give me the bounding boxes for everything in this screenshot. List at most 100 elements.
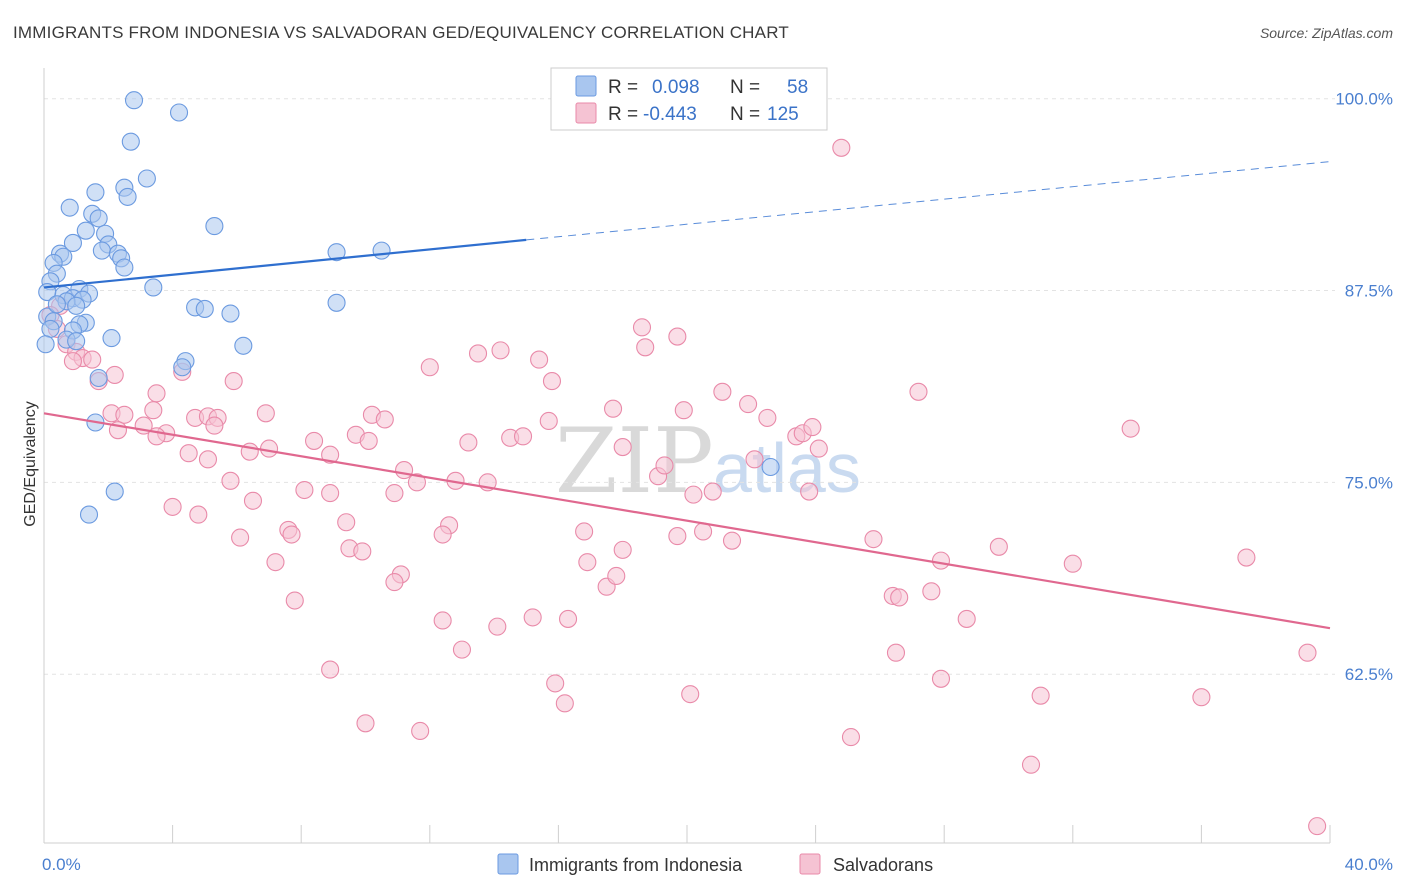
- point-s1-12: [224, 372, 243, 391]
- point-s1-95: [1063, 554, 1082, 573]
- point-s1-122: [841, 728, 861, 747]
- point-s1-69: [321, 484, 340, 503]
- x-tick-labels: 0.0% 40.0%: [42, 855, 1393, 874]
- point-s1-36: [758, 408, 777, 427]
- point-s0-48: [36, 335, 55, 354]
- point-s1-34: [674, 401, 693, 420]
- point-s1-21: [713, 382, 732, 401]
- point-s0-54: [105, 482, 124, 501]
- y-axis-label: GED/Equivalency: [22, 401, 39, 526]
- point-s0-50: [173, 358, 192, 377]
- point-s1-18: [632, 318, 652, 337]
- legend-r-label-salvadorans: R =: [608, 104, 638, 125]
- gridlines: [44, 98, 1335, 675]
- point-s1-84: [668, 527, 687, 546]
- point-s1-82: [231, 528, 250, 547]
- point-s1-118: [1192, 688, 1211, 707]
- point-s1-13: [420, 358, 439, 377]
- point-s0-42: [41, 319, 60, 338]
- point-s1-87: [864, 530, 883, 549]
- point-s1-119: [555, 694, 574, 713]
- chart-source: Source: ZipAtlas.com: [1260, 25, 1393, 41]
- x-tick-label-1: 40.0%: [1345, 855, 1393, 874]
- point-s1-22: [909, 382, 928, 401]
- bottom-legend-swatch-indonesia: [497, 853, 519, 875]
- point-s1-0: [832, 138, 851, 157]
- x-tick-label-0: 0.0%: [42, 855, 81, 874]
- legend-r-label-indonesia: R =: [608, 77, 638, 98]
- point-s1-77: [337, 513, 356, 532]
- point-s1-114: [931, 669, 951, 688]
- point-s1-76: [189, 505, 208, 524]
- point-s1-55: [179, 444, 198, 463]
- point-s1-14: [468, 344, 488, 363]
- point-s1-123: [1021, 755, 1041, 774]
- point-s1-56: [198, 450, 218, 469]
- point-s1-93: [578, 553, 597, 572]
- point-s0-5: [86, 183, 105, 202]
- stats-legend: R = 0.098 N = 58 R = -0.443 N = 125: [550, 67, 828, 131]
- bottom-legend: Immigrants from Indonesia Salvadorans: [497, 853, 933, 875]
- point-s1-89: [353, 542, 372, 561]
- point-s1-43: [359, 431, 378, 450]
- chart-title: IMMIGRANTS FROM INDONESIA VS SALVADORAN …: [13, 23, 789, 42]
- point-s1-35: [739, 395, 758, 414]
- point-s1-108: [558, 609, 578, 628]
- bottom-legend-label-salvadorans: Salvadorans: [833, 855, 933, 875]
- point-s1-113: [321, 660, 340, 679]
- point-s1-66: [745, 450, 764, 469]
- point-s1-109: [957, 609, 976, 628]
- point-s1-96: [1237, 548, 1256, 567]
- point-s1-47: [539, 411, 558, 431]
- point-s1-111: [886, 643, 906, 662]
- y-tick-label-3: 62.5%: [1345, 665, 1393, 684]
- point-s0-47: [234, 336, 253, 355]
- point-s0-1: [169, 103, 189, 122]
- point-s1-59: [395, 461, 414, 480]
- bottom-legend-label-indonesia: Immigrants from Indonesia: [529, 855, 743, 875]
- point-s1-20: [668, 327, 687, 346]
- point-s1-71: [684, 485, 703, 504]
- point-s1-33: [604, 399, 623, 418]
- point-s1-83: [575, 522, 594, 541]
- point-s0-18: [372, 241, 391, 260]
- point-s0-51: [89, 368, 108, 388]
- point-s1-46: [513, 427, 533, 446]
- point-s1-107: [523, 608, 542, 627]
- axes: [43, 68, 1331, 844]
- point-s0-11: [76, 221, 95, 240]
- point-s1-91: [989, 537, 1008, 556]
- point-s1-72: [703, 482, 722, 501]
- point-s0-15: [92, 241, 111, 260]
- data-points: [36, 91, 1327, 836]
- point-s1-60: [407, 473, 426, 492]
- point-s1-53: [305, 431, 324, 450]
- point-s1-7: [83, 350, 102, 369]
- point-s0-46: [67, 332, 86, 351]
- point-s1-115: [546, 674, 565, 693]
- point-s1-54: [321, 445, 340, 464]
- point-s1-25: [115, 405, 134, 424]
- y-tick-label-1: 87.5%: [1345, 282, 1393, 301]
- point-s1-41: [205, 416, 224, 435]
- legend-swatch-indonesia: [575, 75, 597, 97]
- watermark: ZIP atlas: [555, 409, 861, 514]
- point-s1-105: [433, 611, 452, 630]
- watermark-atlas: atlas: [713, 429, 861, 507]
- point-s1-44: [459, 433, 478, 452]
- point-s1-117: [1031, 686, 1050, 705]
- point-s0-37: [221, 304, 240, 323]
- point-s0-3: [137, 169, 156, 188]
- point-s1-102: [890, 588, 909, 607]
- point-s1-75: [243, 491, 263, 510]
- y-tick-label-0: 100.0%: [1335, 90, 1393, 109]
- point-s1-103: [922, 582, 941, 601]
- point-s0-55: [79, 505, 99, 524]
- point-s1-65: [655, 456, 674, 475]
- point-s0-0: [124, 91, 144, 110]
- point-s0-36: [195, 299, 214, 318]
- point-s1-116: [681, 685, 700, 704]
- legend-n-label-salvadorans: N =: [730, 104, 760, 125]
- y-tick-labels: 100.0% 87.5% 75.0% 62.5%: [1335, 90, 1393, 684]
- point-s0-23: [115, 258, 134, 277]
